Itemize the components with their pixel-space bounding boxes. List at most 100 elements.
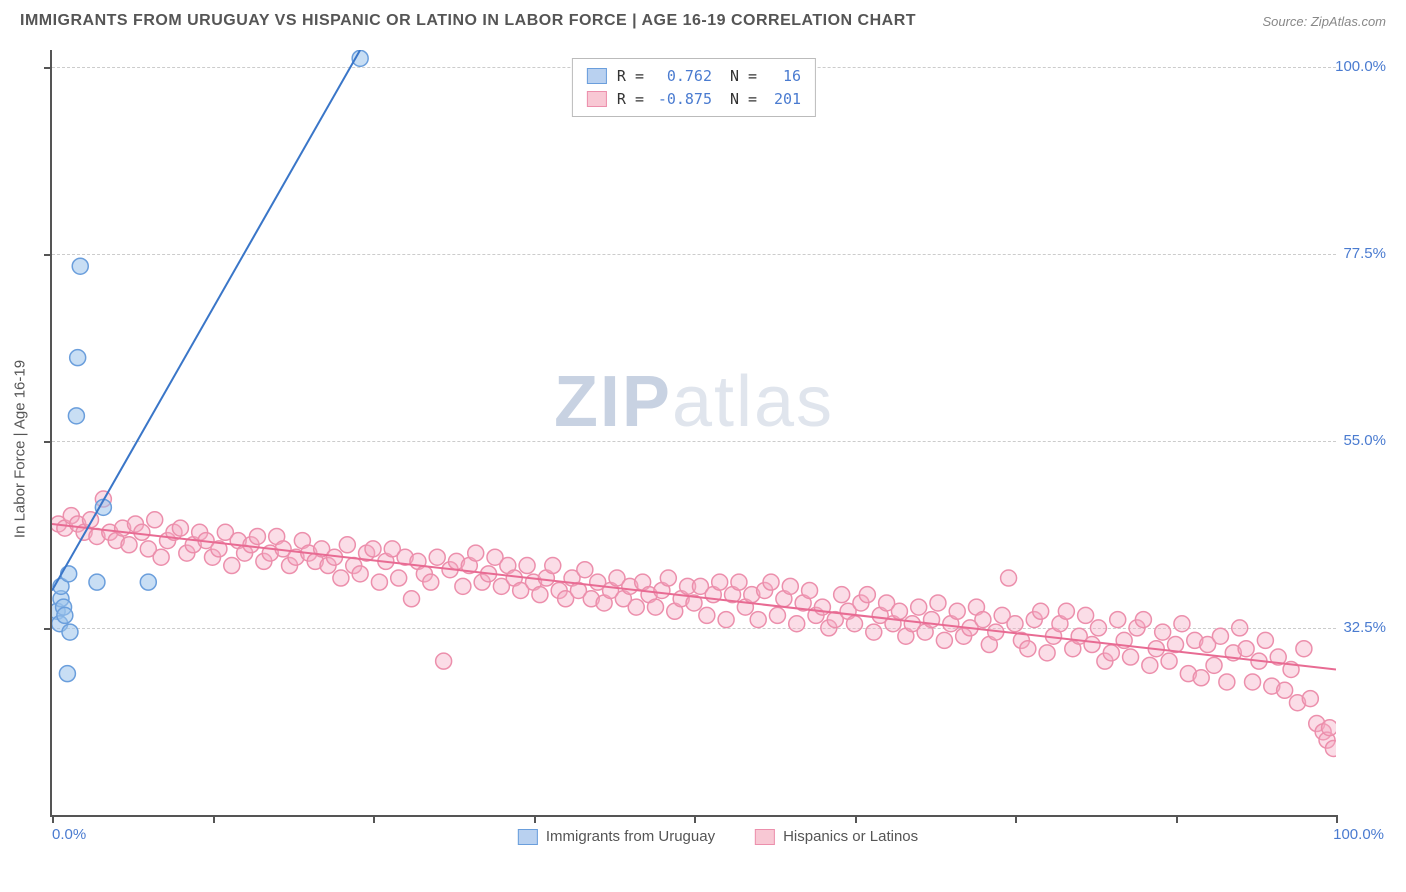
pink-series-point — [134, 524, 150, 540]
pink-series-point — [468, 545, 484, 561]
blue-series-point — [72, 258, 88, 274]
pink-series-point — [789, 616, 805, 632]
blue-series-trendline — [52, 50, 360, 590]
scatter-plot-svg — [52, 50, 1336, 815]
y-axis-label: In Labor Force | Age 16-19 — [12, 359, 29, 537]
pink-series-point — [1206, 657, 1222, 673]
pink-series-point — [429, 549, 445, 565]
pink-series-point — [1193, 670, 1209, 686]
pink-series-point — [1161, 653, 1177, 669]
pink-series-point — [1103, 645, 1119, 661]
pink-series-point — [249, 528, 265, 544]
pink-series-point — [782, 578, 798, 594]
pink-series-point — [866, 624, 882, 640]
x-axis-min-label: 0.0% — [52, 826, 86, 843]
pink-series-point — [172, 520, 188, 536]
pink-series-point — [333, 570, 349, 586]
pink-series-point — [147, 512, 163, 528]
pink-series-point — [1325, 740, 1336, 756]
legend-correlation-box: R =0.762N =16R =-0.875N =201 — [572, 58, 816, 117]
pink-series-point — [532, 587, 548, 603]
pink-series-point — [455, 578, 471, 594]
pink-series-point — [763, 574, 779, 590]
pink-series-point — [1219, 674, 1235, 690]
pink-series-point — [1245, 674, 1261, 690]
pink-series-point — [519, 558, 535, 574]
pink-series-point — [859, 587, 875, 603]
pink-series-trendline — [52, 524, 1336, 670]
y-axis-tick-label: 55.0% — [1343, 432, 1386, 449]
pink-series-point — [153, 549, 169, 565]
blue-series-point — [68, 408, 84, 424]
pink-series-point — [1078, 607, 1094, 623]
pink-series-point — [949, 603, 965, 619]
pink-series-point — [1277, 682, 1293, 698]
legend-series: Immigrants from Uruguay Hispanics or Lati… — [518, 828, 918, 845]
pink-series-point — [1090, 620, 1106, 636]
legend-correlation-row: R =0.762N =16 — [587, 65, 801, 88]
plot-area: ZIPatlas R =0.762N =16R =-0.875N =201 32… — [50, 50, 1336, 817]
pink-series-point — [660, 570, 676, 586]
series-swatch — [587, 91, 607, 107]
y-axis-tick-label: 100.0% — [1335, 58, 1386, 75]
y-axis-tick-label: 32.5% — [1343, 619, 1386, 636]
pink-series-point — [577, 562, 593, 578]
y-axis-tick-label: 77.5% — [1343, 245, 1386, 262]
blue-series-point — [61, 566, 77, 582]
pink-series-point — [1155, 624, 1171, 640]
pink-series-point — [1007, 616, 1023, 632]
pink-series-point — [1123, 649, 1139, 665]
pink-series-point — [1110, 612, 1126, 628]
pink-series-point — [628, 599, 644, 615]
pink-series-point — [1238, 641, 1254, 657]
pink-series-point — [224, 558, 240, 574]
pink-series-point — [718, 612, 734, 628]
pink-series-point — [1296, 641, 1312, 657]
pink-series-point — [1257, 632, 1273, 648]
pink-series-point — [352, 566, 368, 582]
pink-series-point — [1232, 620, 1248, 636]
x-axis-max-label: 100.0% — [1333, 826, 1384, 843]
pink-series-point — [1322, 720, 1336, 736]
pink-series-point — [930, 595, 946, 611]
pink-series-point — [891, 603, 907, 619]
pink-series-point — [404, 591, 420, 607]
pink-series-point — [1020, 641, 1036, 657]
pink-series-point — [391, 570, 407, 586]
pink-series-point — [802, 582, 818, 598]
legend-correlation-row: R =-0.875N =201 — [587, 88, 801, 111]
pink-series-point — [121, 537, 137, 553]
page-title: IMMIGRANTS FROM URUGUAY VS HISPANIC OR L… — [20, 12, 916, 30]
pink-series-point — [647, 599, 663, 615]
blue-series-point — [62, 624, 78, 640]
series-swatch — [518, 829, 538, 845]
series-swatch — [587, 68, 607, 84]
pink-series-point — [911, 599, 927, 615]
pink-series-point — [1033, 603, 1049, 619]
pink-series-point — [975, 612, 991, 628]
pink-series-point — [1084, 637, 1100, 653]
pink-series-point — [1001, 570, 1017, 586]
pink-series-point — [769, 607, 785, 623]
pink-series-point — [545, 558, 561, 574]
pink-series-point — [750, 612, 766, 628]
pink-series-point — [365, 541, 381, 557]
series-swatch — [755, 829, 775, 845]
source-attribution: Source: ZipAtlas.com — [1262, 14, 1386, 29]
pink-series-point — [712, 574, 728, 590]
blue-series-point — [89, 574, 105, 590]
pink-series-point — [1142, 657, 1158, 673]
pink-series-point — [1135, 612, 1151, 628]
chart-container: ZIPatlas R =0.762N =16R =-0.875N =201 32… — [50, 50, 1386, 847]
pink-series-point — [936, 632, 952, 648]
pink-series-point — [1039, 645, 1055, 661]
legend-item: Immigrants from Uruguay — [518, 828, 715, 845]
pink-series-point — [834, 587, 850, 603]
blue-series-point — [59, 666, 75, 682]
pink-series-point — [436, 653, 452, 669]
legend-item: Hispanics or Latinos — [755, 828, 918, 845]
pink-series-point — [1212, 628, 1228, 644]
pink-series-point — [339, 537, 355, 553]
blue-series-point — [70, 350, 86, 366]
pink-series-point — [731, 574, 747, 590]
